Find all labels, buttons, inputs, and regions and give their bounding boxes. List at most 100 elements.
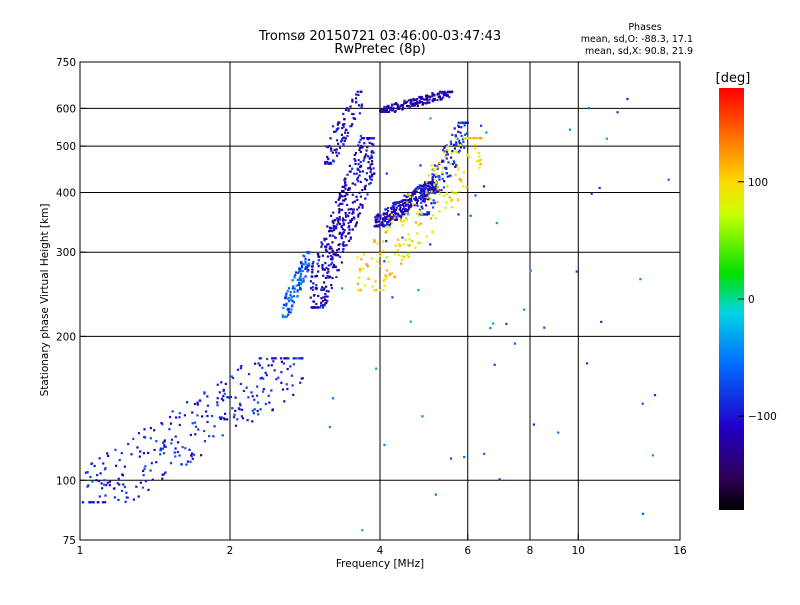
data-point (373, 239, 376, 242)
data-point (127, 443, 130, 446)
data-point (331, 249, 334, 253)
data-point (280, 381, 283, 384)
data-point (327, 290, 330, 293)
data-point (440, 171, 444, 174)
data-point (120, 452, 123, 455)
data-point (287, 300, 291, 303)
data-point (291, 384, 294, 387)
data-point (432, 181, 435, 184)
data-point (363, 157, 366, 160)
data-point (369, 181, 372, 185)
data-point (374, 221, 378, 224)
data-point (356, 198, 359, 202)
data-point (181, 446, 184, 449)
data-point (384, 208, 387, 211)
data-point (367, 161, 370, 164)
data-point (360, 164, 363, 167)
data-point (298, 268, 302, 272)
data-point (341, 250, 344, 253)
data-point (280, 360, 284, 363)
data-point (391, 296, 394, 299)
data-point (287, 313, 290, 316)
grid (80, 62, 680, 540)
data-point (359, 268, 362, 271)
data-point (326, 160, 329, 163)
data-point (291, 304, 294, 307)
data-point (436, 200, 439, 203)
data-point (432, 199, 435, 202)
data-point (362, 137, 365, 140)
data-point (605, 137, 608, 140)
data-point (220, 397, 224, 400)
data-point (282, 315, 286, 318)
data-point (317, 265, 320, 268)
data-point (386, 229, 389, 232)
data-point (351, 123, 354, 126)
data-point (418, 101, 422, 104)
data-point (396, 107, 399, 110)
data-point (292, 301, 296, 304)
data-point (355, 100, 358, 103)
data-point (427, 174, 430, 177)
data-point (421, 103, 424, 106)
data-point (344, 187, 347, 190)
data-point (339, 202, 342, 206)
data-point (174, 455, 177, 458)
data-point (436, 99, 439, 102)
data-point (439, 98, 442, 101)
data-point (436, 165, 439, 168)
data-point (445, 144, 448, 147)
data-point (641, 402, 644, 405)
data-point (370, 257, 374, 260)
data-point (382, 213, 385, 216)
data-point (333, 265, 336, 269)
data-point (286, 387, 289, 391)
data-point (370, 175, 374, 178)
data-point (394, 244, 397, 247)
data-point (359, 195, 363, 198)
data-point (320, 301, 323, 304)
data-point (189, 433, 192, 437)
data-point (459, 146, 463, 149)
data-point (412, 203, 415, 206)
data-point (342, 125, 345, 128)
data-point (438, 178, 441, 181)
data-point (334, 225, 337, 228)
data-point (296, 289, 299, 292)
data-point (336, 254, 339, 257)
data-point (236, 418, 239, 421)
data-point (401, 108, 404, 111)
data-point (391, 222, 394, 225)
data-point (434, 493, 437, 496)
data-point (359, 90, 362, 93)
data-point (330, 247, 333, 250)
data-point (256, 385, 259, 388)
data-point (388, 108, 392, 112)
data-point (285, 357, 288, 360)
data-point (350, 218, 354, 221)
data-point (176, 441, 180, 444)
data-point (91, 480, 94, 483)
x-axis-ticks: 1 2 4 6 8 10 16 (77, 534, 687, 557)
data-point (384, 277, 388, 280)
data-point (341, 139, 344, 142)
data-point (326, 155, 329, 159)
data-point (495, 221, 498, 225)
data-point (331, 125, 335, 128)
data-point (332, 227, 335, 230)
data-point (371, 285, 374, 288)
data-point (376, 217, 379, 221)
data-point (431, 191, 435, 194)
data-point (196, 401, 199, 404)
data-point (342, 112, 345, 116)
data-point (153, 448, 156, 452)
data-point (443, 90, 446, 93)
data-point (169, 422, 173, 425)
data-point (434, 175, 437, 179)
data-point (343, 131, 347, 134)
data-point (379, 216, 382, 219)
data-point (292, 285, 295, 288)
data-point (361, 206, 364, 209)
data-point (455, 143, 458, 146)
data-point (328, 251, 331, 255)
